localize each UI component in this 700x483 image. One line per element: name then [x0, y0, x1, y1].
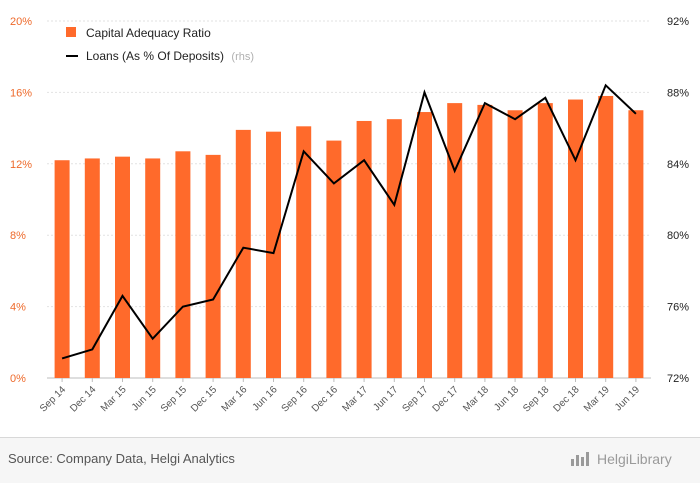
bar [266, 131, 281, 378]
x-axis: Sep 14 Dec 14 Mar 15 Jun 15 Sep 15 Dec 15 Mar … [38, 378, 642, 415]
bar [507, 110, 523, 378]
y-right-tick-label: 80% [667, 230, 689, 242]
bar [326, 140, 342, 378]
bar [205, 154, 221, 378]
bar [115, 156, 130, 378]
x-tick-label: Dec 16 [310, 384, 340, 414]
x-tick-label: Mar 16 [220, 384, 250, 414]
x-tick-label: Mar 17 [340, 384, 370, 414]
x-tick-label: Mar 15 [99, 384, 129, 414]
bar [477, 104, 493, 379]
bar-chart-logo-icon [571, 452, 589, 466]
line-series-loans-to-deposits [61, 83, 637, 360]
x-tick-label: Dec 18 [551, 384, 581, 414]
x-tick-label: Sep 16 [280, 384, 310, 414]
y-left-tick-label: 4% [10, 302, 26, 314]
x-tick-label: Mar 18 [461, 384, 491, 414]
legend-label-capital-adequacy: Capital Adequacy Ratio [86, 26, 211, 40]
x-tick-label: Sep 14 [38, 384, 68, 414]
brand-name: HelgiLibrary [597, 451, 672, 467]
legend-swatch-bar [66, 27, 76, 37]
bar [356, 120, 372, 379]
y-left-tick-label: 16% [10, 87, 32, 99]
x-tick-label: Sep 17 [400, 384, 430, 414]
y-left-tick-label: 20% [10, 16, 32, 28]
gridlines [47, 20, 651, 379]
source-note: Source: Company Data, Helgi Analytics [8, 451, 235, 466]
y-left-tick-label: 12% [10, 159, 32, 171]
y-left-tick-label: 0% [10, 373, 26, 385]
bar [235, 129, 251, 378]
bar [84, 158, 100, 378]
bar [537, 103, 553, 379]
x-tick-label: Mar 19 [582, 384, 612, 414]
bar [54, 160, 70, 378]
bar [628, 110, 644, 378]
y-left-tick-label: 8% [10, 230, 26, 242]
x-tick-label: Jun 16 [251, 384, 280, 413]
bar [386, 119, 402, 379]
y-right-tick-label: 92% [667, 16, 689, 28]
bar [296, 126, 312, 378]
bar [447, 103, 463, 379]
footer-divider [0, 437, 700, 438]
y-right-tick-label: 84% [667, 159, 689, 171]
brand-logo: HelgiLibrary [570, 451, 672, 467]
y-axis-right: 72% 76% 80% 84% 88% 92% [667, 16, 689, 385]
y-axis-left: 0% 4% 8% 12% 16% 20% [10, 16, 32, 385]
y-right-tick-label: 88% [667, 87, 689, 99]
bar [175, 151, 191, 378]
bar [568, 99, 583, 378]
x-tick-label: Jun 15 [130, 384, 159, 413]
series-line [61, 83, 637, 360]
bar [145, 158, 161, 378]
x-tick-label: Dec 14 [68, 384, 98, 414]
x-tick-label: Jun 18 [492, 384, 521, 413]
x-tick-label: Jun 17 [371, 384, 400, 413]
bar-series-capital-adequacy [54, 95, 644, 379]
bar [417, 112, 432, 378]
svg-text:Loans (As % Of Deposits): Loans (As % Of Deposits) (rhs) [86, 49, 254, 63]
legend-label-loans: Loans (As % Of Deposits) [86, 49, 224, 63]
legend-rhs-note: (rhs) [231, 51, 254, 63]
x-tick-label: Dec 17 [431, 384, 461, 414]
x-tick-label: Sep 15 [159, 384, 189, 414]
x-tick-label: Jun 19 [613, 384, 642, 413]
x-tick-label: Dec 15 [189, 384, 219, 414]
y-right-tick-label: 76% [667, 302, 689, 314]
legend: Capital Adequacy Ratio Loans (As % Of De… [66, 26, 254, 63]
y-right-tick-label: 72% [667, 373, 689, 385]
bar [598, 95, 614, 378]
x-tick-label: Sep 18 [521, 384, 551, 414]
